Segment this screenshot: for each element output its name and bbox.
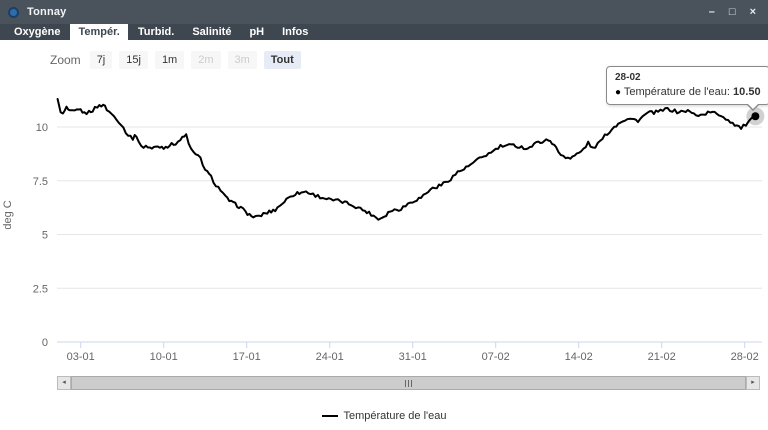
tab-infos[interactable]: Infos xyxy=(282,26,309,38)
y-axis-tick-label: 0 xyxy=(42,337,48,349)
zoom-button-tout[interactable]: Tout xyxy=(263,51,301,69)
x-axis-tick-label: 24-01 xyxy=(316,351,344,363)
series-bullet-icon: ● xyxy=(615,87,622,98)
tab-oxygene[interactable]: Oxygène xyxy=(14,26,61,38)
x-axis-tick-label: 03-01 xyxy=(67,351,95,363)
scrollbar-right-arrow-icon[interactable]: ▸ xyxy=(746,376,760,390)
window-titlebar: Tonnay – □ × xyxy=(0,0,768,24)
tab-bar: Oxygène Tempér. Turbid. Salinité pH Info… xyxy=(0,24,768,40)
chart-tooltip: 28-02 ● Température de l'eau: 10.50 xyxy=(606,66,768,111)
zoom-button-3m: 3m xyxy=(227,51,257,69)
tab-salinite[interactable]: Salinité xyxy=(192,26,232,38)
tooltip-series-label: Température de l'eau: xyxy=(623,86,730,98)
tooltip-value: 10.50 xyxy=(733,86,761,98)
window-controls: – □ × xyxy=(708,5,760,18)
tab-ph[interactable]: pH xyxy=(249,26,265,38)
range-selector: Zoom 7j 15j 1m 2m 3m Tout xyxy=(50,51,308,69)
y-axis-tick-label: 10 xyxy=(36,122,48,134)
temperature-series-line[interactable] xyxy=(56,98,757,221)
legend-line-swatch xyxy=(321,415,338,417)
window-title: Tonnay xyxy=(27,6,67,18)
station-status-icon xyxy=(8,6,19,18)
y-axis-tick-label: 5 xyxy=(42,230,48,242)
tooltip-date: 28-02 xyxy=(615,72,641,83)
y-axis-tick-label: 7.5 xyxy=(33,176,48,188)
y-axis-title: deg C xyxy=(2,200,14,229)
hover-marker-dot xyxy=(751,112,760,121)
x-axis-tick-label: 10-01 xyxy=(150,351,178,363)
maximize-icon[interactable]: □ xyxy=(728,5,736,18)
x-axis-tick-label: 28-02 xyxy=(731,351,759,363)
tab-temperature[interactable]: Tempér. xyxy=(70,24,128,40)
zoom-label: Zoom xyxy=(50,53,81,67)
temperature-chart[interactable]: 0 2.5 5 7.5 10 deg C 03-01 10-01 17-01 24-01 31-01… xyxy=(0,40,768,370)
chart-panel: Zoom 7j 15j 1m 2m 3m Tout 0 2.5 5 7.5 10 deg … xyxy=(0,40,768,430)
x-axis-tick-label: 21-02 xyxy=(648,351,676,363)
zoom-button-2m: 2m xyxy=(191,51,221,69)
scrollbar-left-arrow-icon[interactable]: ◂ xyxy=(57,376,71,390)
close-icon[interactable]: × xyxy=(749,5,756,18)
x-axis-tick-label: 07-02 xyxy=(482,351,510,363)
chart-legend: Température de l'eau xyxy=(0,404,768,422)
y-axis-tick-label: 2.5 xyxy=(33,283,48,295)
zoom-button-1m[interactable]: 1m xyxy=(154,51,185,69)
scrollbar-grip-icon xyxy=(405,379,412,387)
zoom-button-7j[interactable]: 7j xyxy=(89,51,113,69)
tab-turbidite[interactable]: Turbid. xyxy=(137,26,175,38)
legend-item-temperature[interactable]: Température de l'eau xyxy=(321,410,447,422)
scrollbar-thumb[interactable] xyxy=(71,376,746,390)
x-axis-tick-label: 14-02 xyxy=(565,351,593,363)
minimize-icon[interactable]: – xyxy=(708,5,715,18)
scrollbar-track[interactable] xyxy=(71,376,746,390)
chart-scrollbar: ◂ ▸ xyxy=(57,376,760,390)
zoom-button-15j[interactable]: 15j xyxy=(119,51,148,69)
x-axis-tick-label: 31-01 xyxy=(399,351,427,363)
legend-label: Température de l'eau xyxy=(343,410,447,422)
x-axis-tick-label: 17-01 xyxy=(233,351,261,363)
tooltip-series-line: ● Température de l'eau: 10.50 xyxy=(615,86,761,98)
